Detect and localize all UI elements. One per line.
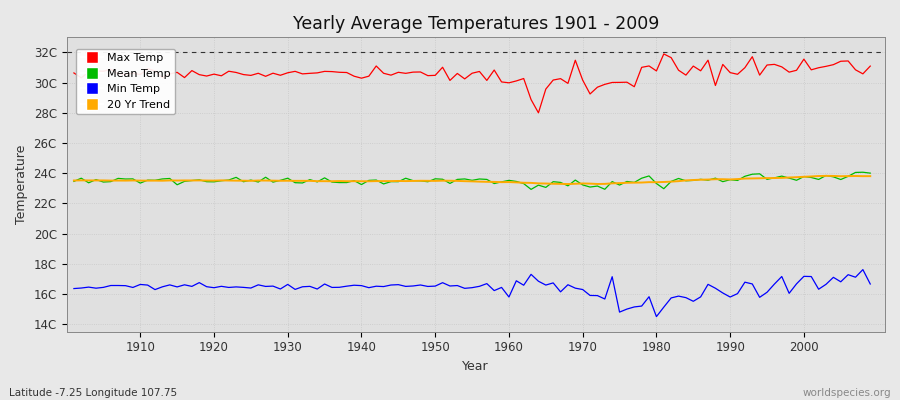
Title: Yearly Average Temperatures 1901 - 2009: Yearly Average Temperatures 1901 - 2009 <box>292 15 659 33</box>
Legend: Max Temp, Mean Temp, Min Temp, 20 Yr Trend: Max Temp, Mean Temp, Min Temp, 20 Yr Tre… <box>76 49 176 114</box>
Y-axis label: Temperature: Temperature <box>15 145 28 224</box>
Text: Latitude -7.25 Longitude 107.75: Latitude -7.25 Longitude 107.75 <box>9 388 177 398</box>
Text: worldspecies.org: worldspecies.org <box>803 388 891 398</box>
X-axis label: Year: Year <box>463 360 489 373</box>
